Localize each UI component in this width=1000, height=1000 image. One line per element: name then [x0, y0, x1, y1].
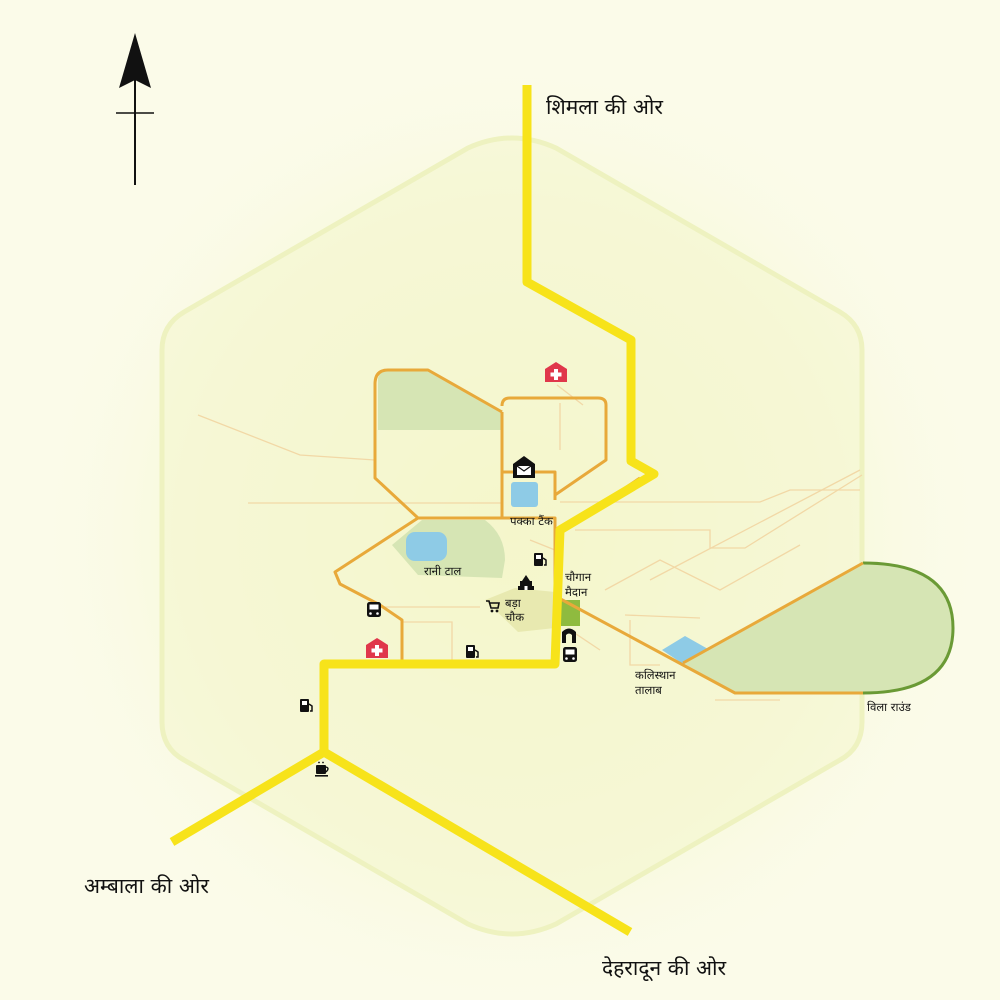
hospital-icon: [366, 638, 388, 658]
highways: [169, 85, 659, 936]
highway-to-ambala: [169, 748, 327, 846]
cafe-icon: [315, 761, 329, 777]
shopping-cart-icon: [486, 600, 500, 613]
north-arrow-icon: [116, 33, 154, 185]
label-towards-dehradun: देहरादून की ओर: [602, 956, 727, 982]
bus-icon: [367, 602, 381, 617]
park-bada-chowk: [485, 588, 555, 632]
temple-icon: [518, 575, 534, 590]
gate-icon: [562, 628, 576, 643]
label-pakka-tank: पक्का टैंक: [510, 514, 553, 528]
label-chaugan-line2: मैदान: [565, 585, 588, 599]
label-villa-round: विला राउंड: [867, 700, 912, 714]
label-rani-tal: रानी टाल: [424, 564, 461, 578]
fuel-icon: [534, 553, 547, 566]
park-north: [378, 370, 502, 430]
highway-to-shimla: [319, 85, 659, 752]
post-office-icon: [513, 456, 535, 478]
label-bada-line1: बड़ा: [505, 596, 522, 610]
label-towards-ambala: अम्बाला की ओर: [84, 874, 209, 898]
highway-to-dehradun: [321, 748, 633, 936]
fuel-icon: [466, 645, 479, 658]
park-villa-round: [683, 563, 953, 693]
town-boundary: [159, 135, 865, 937]
label-kalesthan-line1: कलिस्थान: [635, 668, 676, 682]
kalesthan-talab-water: [662, 636, 708, 664]
label-towards-shimla: शिमला की ओर: [546, 95, 663, 119]
label-kalesthan-line2: तालाब: [635, 683, 662, 697]
bus-icon: [563, 647, 577, 662]
rani-tal-water: [406, 532, 447, 561]
label-bada-line2: चौक: [505, 610, 524, 624]
pakka-tank-water: [511, 482, 538, 507]
villa-round-edge: [862, 561, 955, 695]
fuel-icon: [300, 699, 313, 712]
label-chaugan-line1: चौगान: [565, 570, 592, 584]
hospital-icon: [545, 362, 567, 382]
